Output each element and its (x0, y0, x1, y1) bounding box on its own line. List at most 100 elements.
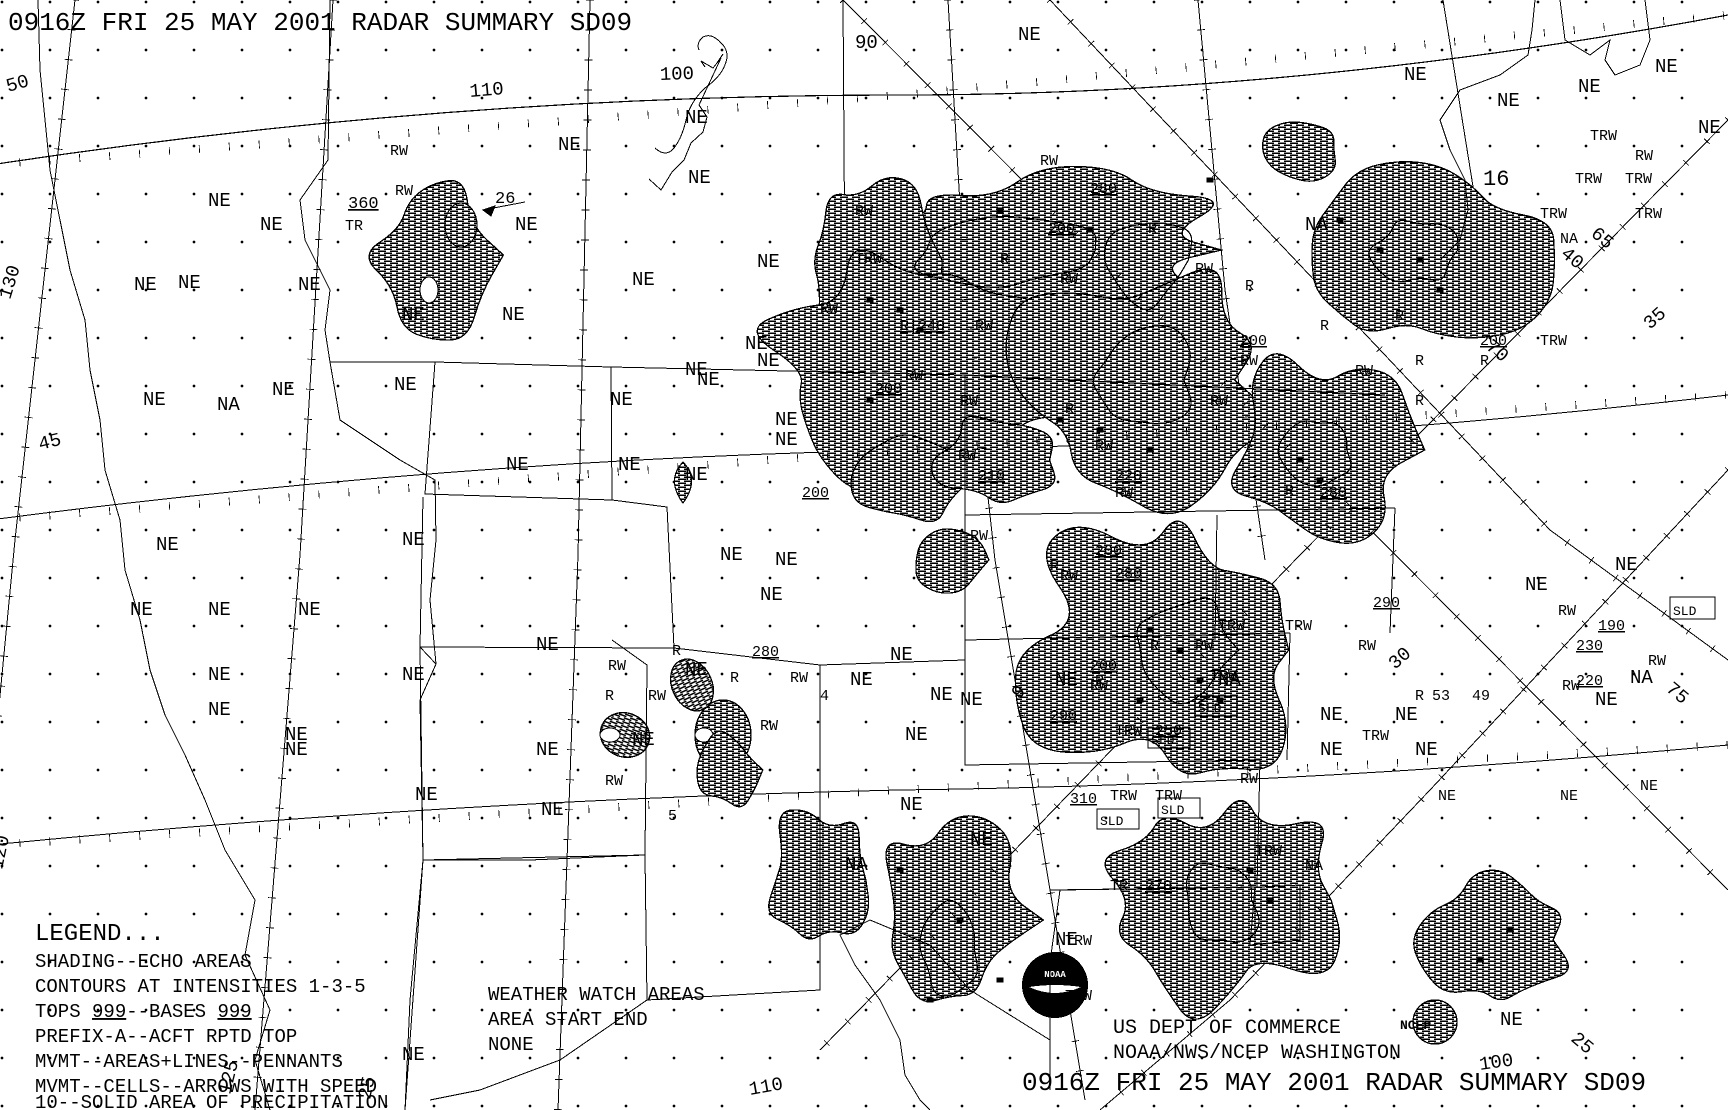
svg-text:TOPS 999--BASES 999: TOPS 999--BASES 999 (35, 1001, 252, 1023)
svg-text:NE: NE (178, 272, 201, 294)
svg-text:RW: RW (905, 368, 923, 385)
svg-text:RW: RW (1240, 771, 1258, 788)
svg-text:16: 16 (1483, 167, 1509, 192)
svg-text:0916Z FRI 25 MAY 2001 RADAR SU: 0916Z FRI 25 MAY 2001 RADAR SUMMARY SD09 (1022, 1068, 1646, 1098)
svg-text:NE: NE (1018, 24, 1041, 46)
svg-text:NE: NE (260, 214, 283, 236)
svg-text:NE: NE (970, 829, 993, 851)
svg-text:SLD: SLD (1673, 604, 1697, 619)
svg-text:RW: RW (970, 528, 988, 545)
svg-text:NE: NE (757, 350, 780, 372)
svg-text:NE: NE (688, 167, 711, 189)
svg-text:90: 90 (855, 32, 878, 54)
svg-text:TRW: TRW (1540, 333, 1567, 350)
svg-text:R: R (1065, 401, 1074, 418)
svg-text:NE: NE (515, 214, 538, 236)
svg-text:NE: NE (1560, 788, 1578, 805)
svg-text:RW: RW (605, 773, 623, 790)
svg-text:220: 220 (1576, 673, 1603, 690)
svg-text:NE: NE (1438, 788, 1456, 805)
svg-text:TRW: TRW (1625, 171, 1652, 188)
svg-text:RW: RW (608, 658, 626, 675)
svg-text:NE: NE (558, 134, 581, 156)
svg-text:NE: NE (757, 251, 780, 273)
svg-text:NA: NA (217, 394, 240, 416)
svg-text:NE: NE (1698, 117, 1721, 139)
svg-text:RW: RW (1060, 271, 1078, 288)
svg-text:RW: RW (790, 670, 808, 687)
svg-text:NE: NE (775, 429, 798, 451)
svg-text:RW: RW (648, 688, 666, 705)
svg-text:NE: NE (208, 599, 231, 621)
svg-text:NE: NE (618, 454, 641, 476)
svg-text:NE: NE (685, 659, 708, 681)
svg-text:TRW: TRW (1065, 988, 1092, 1005)
svg-text:R: R (730, 670, 739, 687)
svg-text:AREA START END: AREA START END (488, 1009, 648, 1031)
svg-text:R: R (1050, 558, 1059, 575)
svg-text:US DEPT OF COMMERCE: US DEPT OF COMMERCE (1113, 1017, 1341, 1040)
svg-text:TRW: TRW (1635, 206, 1662, 223)
svg-text:NE: NE (208, 699, 231, 721)
svg-text:NE: NE (402, 1044, 425, 1066)
svg-text:NE: NE (1320, 704, 1343, 726)
svg-text:TRW: TRW (855, 251, 882, 268)
svg-text:RW: RW (1115, 485, 1133, 502)
svg-text:R: R (605, 688, 614, 705)
svg-text:NE: NE (1615, 554, 1638, 576)
svg-text:200: 200 (1048, 221, 1075, 238)
svg-text:RW: RW (395, 183, 413, 200)
svg-text:NE: NE (130, 599, 153, 621)
svg-text:SLD: SLD (1161, 803, 1185, 818)
svg-text:NE: NE (156, 534, 179, 556)
svg-text:NA: NA (845, 854, 868, 876)
svg-text:230: 230 (1576, 638, 1603, 655)
svg-text:NE: NE (143, 389, 166, 411)
svg-text:TR: TR (345, 218, 363, 235)
svg-text:NE: NE (1655, 56, 1678, 78)
svg-text:TRW: TRW (1362, 728, 1389, 745)
svg-text:0916Z FRI 25 MAY 2001 RADAR SU: 0916Z FRI 25 MAY 2001 RADAR SUMMARY SD09 (8, 8, 632, 38)
svg-text:RW: RW (820, 301, 838, 318)
svg-text:R: R (1285, 483, 1294, 500)
svg-text:NE: NE (1595, 689, 1618, 711)
svg-text:LEGEND...: LEGEND... (35, 921, 165, 948)
svg-text:NE: NE (930, 684, 953, 706)
svg-text:PREFIX-A--ACFT RPTD TOP: PREFIX-A--ACFT RPTD TOP (35, 1026, 297, 1048)
svg-text:TRW: TRW (1110, 788, 1137, 805)
svg-text:NE: NE (905, 724, 928, 746)
svg-text:NE: NE (760, 584, 783, 606)
svg-text:RW: RW (1210, 393, 1228, 410)
svg-text:NE: NE (960, 689, 983, 711)
svg-text:NE: NE (402, 664, 425, 686)
svg-text:NA: NA (1305, 214, 1328, 236)
svg-text:R: R (672, 643, 681, 660)
svg-text:R: R (1415, 393, 1424, 410)
svg-text:49: 49 (1472, 688, 1490, 705)
svg-text:NE: NE (402, 529, 425, 551)
svg-text:NOAA/NWS/NCEP WASHINGTON: NOAA/NWS/NCEP WASHINGTON (1113, 1042, 1401, 1065)
svg-text:TRW: TRW (1115, 723, 1142, 740)
svg-text:220: 220 (1115, 468, 1142, 485)
svg-text:NE: NE (298, 599, 321, 621)
svg-text:NE: NE (775, 549, 798, 571)
svg-text:TRW: TRW (1255, 843, 1282, 860)
svg-text:NE: NE (632, 269, 655, 291)
svg-text:NE: NE (285, 739, 308, 761)
svg-text:4: 4 (820, 688, 829, 705)
svg-text:360: 360 (348, 195, 379, 214)
svg-text:NE: NE (394, 374, 417, 396)
svg-text:RW: RW (1195, 261, 1213, 278)
svg-text:RW: RW (1358, 638, 1376, 655)
svg-text:280: 280 (1320, 485, 1347, 502)
svg-text:NE: NE (900, 794, 923, 816)
svg-text:R: R (1395, 308, 1404, 325)
svg-text:MVMT--AREAS+LINES--PENNANTS: MVMT--AREAS+LINES--PENNANTS (35, 1051, 343, 1073)
svg-text:RW: RW (855, 203, 873, 220)
svg-text:TRW: TRW (1285, 618, 1312, 635)
svg-text:53: 53 (1432, 688, 1450, 705)
svg-text:TR: TR (1110, 878, 1128, 895)
svg-text:R: R (1095, 673, 1104, 690)
svg-text:RW: RW (1558, 603, 1576, 620)
svg-text:NE: NE (697, 369, 720, 391)
